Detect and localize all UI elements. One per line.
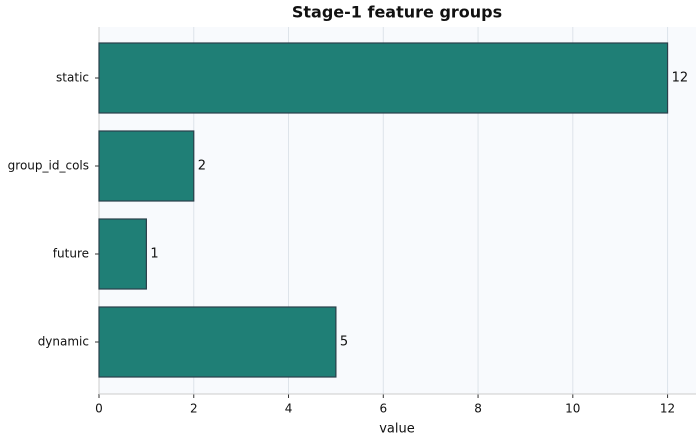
data-label: 12 <box>672 71 689 86</box>
y-tick-label: group_id_cols <box>8 159 89 173</box>
y-tick-label: static <box>56 71 89 85</box>
bar <box>98 306 337 378</box>
bar <box>98 218 147 290</box>
x-tick-label: 10 <box>565 402 580 416</box>
x-tick-label: 8 <box>474 402 482 416</box>
bar <box>98 130 195 202</box>
y-tick-label: dynamic <box>38 335 89 349</box>
data-label: 1 <box>150 247 158 262</box>
data-label: 5 <box>340 335 348 350</box>
x-tick-label: 4 <box>285 402 293 416</box>
x-tick-label: 12 <box>660 402 675 416</box>
x-axis-label: value <box>379 422 415 437</box>
bar <box>98 42 669 114</box>
x-tick-label: 6 <box>379 402 387 416</box>
x-tick-label: 0 <box>95 402 103 416</box>
data-label: 2 <box>198 159 206 174</box>
x-tick-label: 2 <box>190 402 198 416</box>
y-tick-label: future <box>53 247 89 261</box>
chart-title: Stage-1 feature groups <box>292 3 502 22</box>
